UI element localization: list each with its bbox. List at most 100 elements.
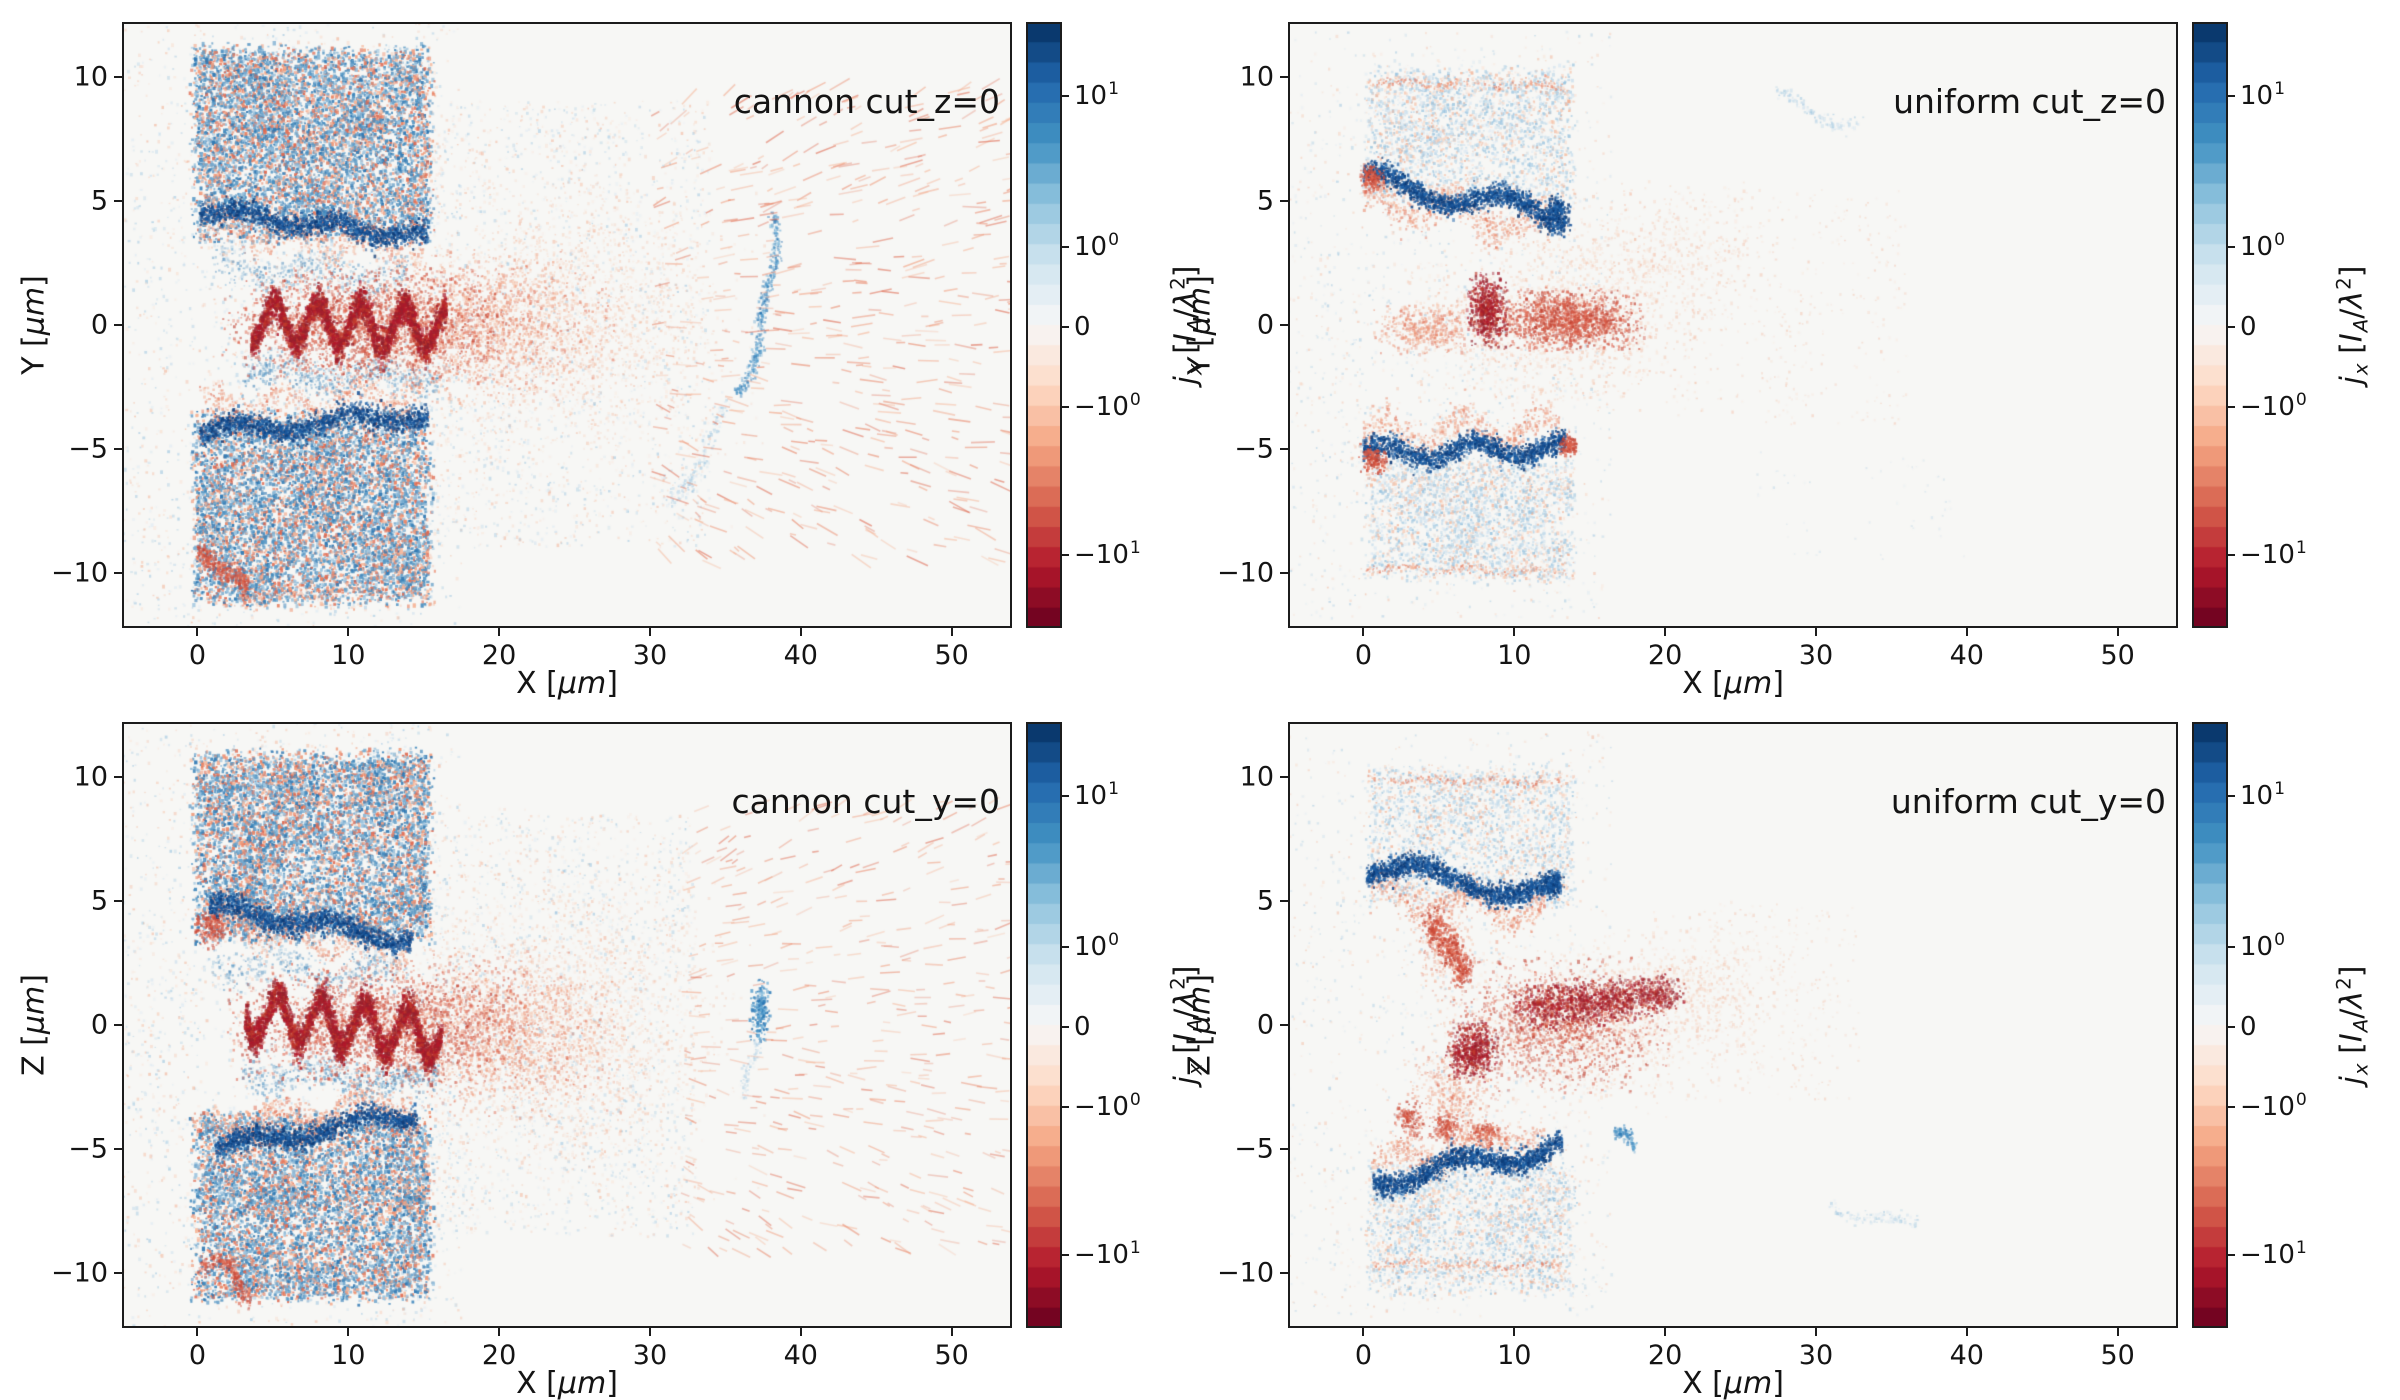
x-tick-mark: [196, 1328, 199, 1336]
colorbar: jx [IA/λ2] 101 100 0 −100 −101: [2192, 22, 2372, 628]
x-tick-mark: [1965, 628, 1968, 636]
y-tick-mark: [114, 775, 122, 778]
colorbar-tick-mark: [1062, 1253, 1069, 1256]
colorbar-tick-label: 101: [1074, 79, 1120, 111]
x-axis-label: X [μm]: [1682, 1366, 1784, 1400]
y-tick-mark: [1280, 899, 1288, 902]
x-axis-label: X [μm]: [516, 666, 618, 701]
y-tick-label: 5: [90, 885, 108, 917]
x-tick-mark: [950, 628, 953, 636]
x-tick-label: 40: [1949, 1340, 1984, 1371]
x-tick-mark: [498, 1328, 501, 1336]
y-tick-label: 10: [1239, 761, 1274, 793]
x-tick-mark: [648, 628, 651, 636]
x-tick-mark: [1664, 628, 1667, 636]
x-tick-mark: [950, 1328, 953, 1336]
x-tick-mark: [799, 628, 802, 636]
y-tick-label: −5: [68, 433, 108, 465]
x-tick-label: 20: [481, 1340, 517, 1371]
colorbar-tick-label: 100: [1074, 930, 1120, 962]
x-tick-mark: [799, 1328, 802, 1336]
colorbar-tick-mark: [1062, 945, 1069, 948]
y-tick-mark: [1280, 572, 1288, 575]
y-tick-mark: [114, 572, 122, 575]
colorbar-tick-mark: [1062, 553, 1069, 556]
x-tick-label: 10: [1497, 640, 1532, 671]
colorbar-tick-label: 101: [2240, 779, 2286, 811]
colorbar-tick-label: −101: [1074, 538, 1141, 570]
y-axis-label: Y [μm]: [16, 275, 52, 375]
colorbar: jx [IA/λ2] 101 100 0 −100 −101: [1026, 722, 1206, 1328]
y-tick-mark: [1280, 1024, 1288, 1026]
panel-title: uniform cut_y=0: [1890, 782, 2166, 821]
x-tick-mark: [1664, 1328, 1667, 1336]
x-tick-label: 20: [481, 640, 517, 671]
y-tick-mark: [114, 324, 122, 326]
x-tick-mark: [1513, 628, 1516, 636]
y-tick-mark: [1280, 775, 1288, 778]
panel-uniform-cut-y0: uniform cut_y=0 X [μm] Z [μm] jx [IA/λ2]…: [1183, 722, 2372, 1400]
colorbar-canvas: [1026, 22, 1062, 628]
x-axis-label: X [μm]: [1682, 666, 1784, 701]
y-tick-label: 0: [90, 1009, 108, 1041]
colorbar-tick-mark: [2228, 94, 2235, 97]
colorbar-canvas: [2192, 22, 2228, 628]
colorbar-tick-mark: [2228, 325, 2235, 328]
colorbar-tick-label: 101: [2240, 79, 2286, 111]
x-tick-label: 50: [934, 1340, 969, 1371]
y-tick-mark: [1280, 1272, 1288, 1275]
colorbar-tick-mark: [1062, 1105, 1069, 1108]
x-tick-mark: [648, 1328, 651, 1336]
x-tick-label: 10: [331, 640, 366, 671]
y-tick-mark: [114, 448, 122, 451]
heatmap-canvas: [1288, 722, 2178, 1328]
panel-cannon-cut-y0: cannon cut_y=0 X [μm] Z [μm] jx [IA/λ2] …: [17, 722, 1206, 1400]
colorbar-tick-mark: [2228, 553, 2235, 556]
colorbar-tick-label: 0: [1074, 311, 1091, 342]
x-tick-label: 10: [331, 1340, 366, 1371]
x-tick-mark: [1362, 1328, 1365, 1336]
y-tick-mark: [114, 199, 122, 202]
y-tick-mark: [114, 1148, 122, 1151]
y-tick-mark: [1280, 1148, 1288, 1151]
y-axis-label: Z [μm]: [16, 974, 52, 1076]
x-tick-mark: [1362, 628, 1365, 636]
x-tick-label: 0: [188, 1340, 207, 1371]
y-tick-label: 5: [90, 185, 108, 217]
x-tick-label: 30: [632, 1340, 668, 1371]
x-tick-mark: [1814, 628, 1817, 636]
colorbar-tick-mark: [2228, 945, 2235, 948]
colorbar-tick-mark: [1062, 94, 1069, 97]
colorbar: jx [IA/λ2] 101 100 0 −100 −101: [1026, 22, 1206, 628]
x-axis-label: X [μm]: [516, 1366, 618, 1400]
colorbar-tick-label: 101: [1074, 779, 1120, 811]
x-tick-label: 30: [1798, 1340, 1834, 1371]
x-tick-mark: [347, 1328, 350, 1336]
y-tick-label: −10: [51, 557, 108, 589]
panel-title: uniform cut_z=0: [1893, 82, 2166, 121]
x-tick-label: 10: [1497, 1340, 1532, 1371]
y-tick-label: 10: [1239, 61, 1274, 93]
y-tick-mark: [1280, 448, 1288, 451]
y-tick-mark: [114, 899, 122, 902]
y-tick-label: −5: [68, 1133, 108, 1165]
x-tick-label: 0: [1354, 640, 1373, 671]
y-tick-label: 0: [1256, 1009, 1274, 1041]
colorbar-tick-mark: [1062, 245, 1069, 248]
colorbar-tick-label: 0: [2240, 311, 2257, 342]
colorbar-tick-label: −100: [2240, 1090, 2307, 1122]
colorbar-tick-mark: [2228, 1253, 2235, 1256]
x-tick-mark: [498, 628, 501, 636]
x-tick-label: 0: [1354, 1340, 1373, 1371]
colorbar-tick-label: 100: [2240, 230, 2286, 262]
x-tick-label: 40: [783, 640, 818, 671]
y-tick-mark: [114, 75, 122, 78]
x-tick-label: 50: [934, 640, 969, 671]
x-tick-label: 40: [783, 1340, 818, 1371]
y-tick-label: −10: [51, 1257, 108, 1289]
x-tick-mark: [2116, 1328, 2119, 1336]
x-tick-mark: [2116, 628, 2119, 636]
x-tick-mark: [196, 628, 199, 636]
colorbar-tick-mark: [1062, 325, 1069, 328]
